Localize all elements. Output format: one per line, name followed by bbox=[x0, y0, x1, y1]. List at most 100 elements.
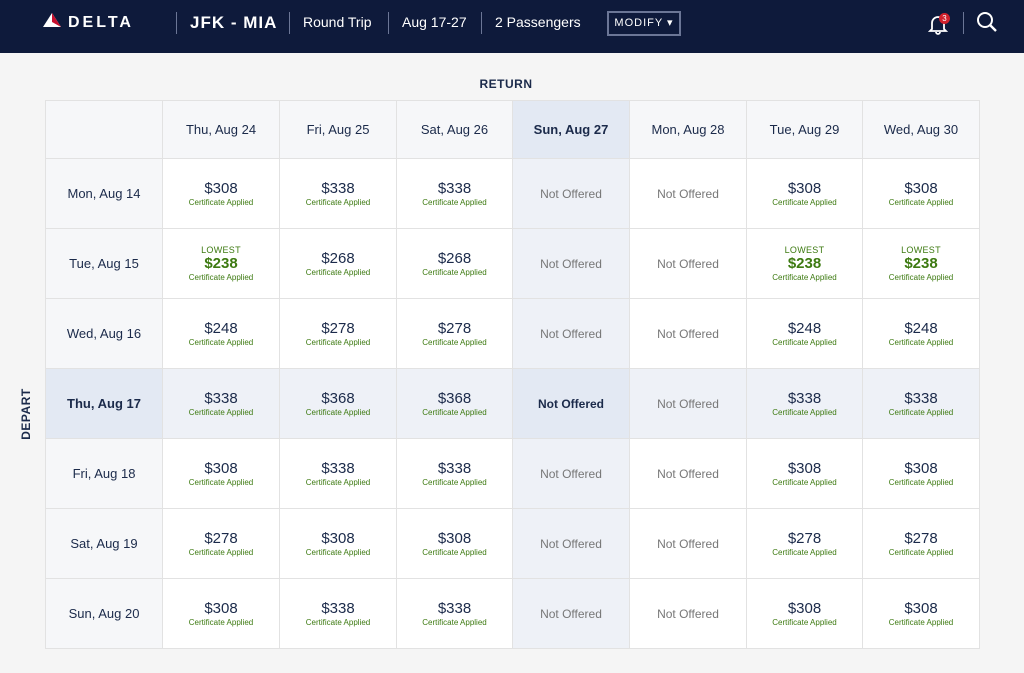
price[interactable]: $278 bbox=[904, 530, 938, 547]
price[interactable]: $338 bbox=[904, 390, 938, 407]
fare-cell[interactable]: $248 Certificate Applied bbox=[162, 298, 280, 369]
price[interactable]: $278 bbox=[787, 530, 822, 547]
fare-cell[interactable]: LOWEST $238 Certificate Applied bbox=[746, 228, 863, 299]
price[interactable]: $238 bbox=[904, 255, 938, 272]
price[interactable]: $338 bbox=[321, 460, 355, 477]
fare-cell[interactable]: $268 Certificate Applied bbox=[396, 228, 513, 299]
price[interactable]: $278 bbox=[437, 320, 472, 337]
price[interactable]: $248 bbox=[787, 320, 822, 337]
depart-date[interactable]: Wed, Aug 16 bbox=[45, 298, 163, 369]
fare-cell[interactable]: $278 Certificate Applied bbox=[279, 298, 397, 369]
fare-cell[interactable]: $308 Certificate Applied bbox=[862, 438, 980, 509]
price[interactable]: $268 bbox=[437, 250, 472, 267]
price[interactable]: $338 bbox=[437, 600, 472, 617]
fare-cell[interactable]: $278 Certificate Applied bbox=[162, 508, 280, 579]
return-date[interactable]: Mon, Aug 28 bbox=[629, 100, 747, 159]
depart-date[interactable]: Sat, Aug 19 bbox=[45, 508, 163, 579]
price[interactable]: $338 bbox=[204, 390, 238, 407]
fare-cell[interactable]: $338 Certificate Applied bbox=[396, 158, 513, 229]
return-date[interactable]: Wed, Aug 30 bbox=[862, 100, 980, 159]
fare-cell[interactable]: $368 Certificate Applied bbox=[279, 368, 397, 439]
price[interactable]: $248 bbox=[904, 320, 938, 337]
price[interactable]: $338 bbox=[437, 460, 472, 477]
fare-cell[interactable]: $308 Certificate Applied bbox=[746, 578, 863, 649]
price[interactable]: $238 bbox=[787, 255, 822, 272]
price[interactable]: $248 bbox=[204, 320, 238, 337]
price[interactable]: $338 bbox=[321, 180, 355, 197]
price[interactable]: $338 bbox=[321, 600, 355, 617]
price[interactable]: $308 bbox=[904, 180, 938, 197]
brand[interactable]: DELTA bbox=[68, 14, 134, 31]
price[interactable]: $368 bbox=[437, 390, 472, 407]
certificate-note: Certificate Applied bbox=[305, 198, 371, 207]
fare-cell[interactable]: $338 Certificate Applied bbox=[279, 578, 397, 649]
return-date[interactable]: Sun, Aug 27 bbox=[512, 100, 630, 159]
fare-cell[interactable]: $338 Certificate Applied bbox=[746, 368, 863, 439]
search-icon[interactable] bbox=[976, 11, 998, 33]
certificate-note: Certificate Applied bbox=[772, 548, 837, 557]
certificate-note: Certificate Applied bbox=[888, 338, 954, 347]
price[interactable]: $308 bbox=[204, 600, 238, 617]
fare-cell[interactable]: $308 Certificate Applied bbox=[396, 508, 513, 579]
price[interactable]: $338 bbox=[787, 390, 822, 407]
certificate-note: Certificate Applied bbox=[305, 408, 371, 417]
price[interactable]: $308 bbox=[904, 600, 938, 617]
fare-cell[interactable]: $268 Certificate Applied bbox=[279, 228, 397, 299]
return-date[interactable]: Fri, Aug 25 bbox=[279, 100, 397, 159]
certificate-note: Certificate Applied bbox=[772, 198, 837, 207]
fare-cell[interactable]: $248 Certificate Applied bbox=[746, 298, 863, 369]
depart-date[interactable]: Sun, Aug 20 bbox=[45, 578, 163, 649]
fare-cell[interactable]: $338 Certificate Applied bbox=[162, 368, 280, 439]
return-date[interactable]: Thu, Aug 24 bbox=[162, 100, 280, 159]
fare-cell[interactable]: $308 Certificate Applied bbox=[162, 578, 280, 649]
corner-cell bbox=[45, 100, 163, 159]
notification-badge[interactable]: 3 bbox=[939, 13, 950, 24]
fare-cell: Not Offered bbox=[629, 368, 747, 439]
return-date[interactable]: Tue, Aug 29 bbox=[746, 100, 863, 159]
price[interactable]: $308 bbox=[321, 530, 355, 547]
fare-cell[interactable]: $368 Certificate Applied bbox=[396, 368, 513, 439]
fare-cell[interactable]: $308 Certificate Applied bbox=[746, 158, 863, 229]
price[interactable]: $308 bbox=[904, 460, 938, 477]
return-date[interactable]: Sat, Aug 26 bbox=[396, 100, 513, 159]
price[interactable]: $268 bbox=[321, 250, 355, 267]
fare-cell[interactable]: $338 Certificate Applied bbox=[396, 578, 513, 649]
fare-cell[interactable]: $308 Certificate Applied bbox=[162, 438, 280, 509]
price[interactable]: $338 bbox=[437, 180, 472, 197]
fare-cell[interactable]: $338 Certificate Applied bbox=[396, 438, 513, 509]
fare-cell[interactable]: $338 Certificate Applied bbox=[279, 438, 397, 509]
fare-cell[interactable]: $278 Certificate Applied bbox=[746, 508, 863, 579]
price[interactable]: $308 bbox=[204, 180, 238, 197]
fare-cell[interactable]: LOWEST $238 Certificate Applied bbox=[162, 228, 280, 299]
fare-cell[interactable]: $308 Certificate Applied bbox=[279, 508, 397, 579]
depart-date[interactable]: Mon, Aug 14 bbox=[45, 158, 163, 229]
price[interactable]: $278 bbox=[321, 320, 355, 337]
fare-cell[interactable]: $248 Certificate Applied bbox=[862, 298, 980, 369]
depart-date[interactable]: Tue, Aug 15 bbox=[45, 228, 163, 299]
fare-cell[interactable]: $278 Certificate Applied bbox=[862, 508, 980, 579]
fare-cell[interactable]: $308 Certificate Applied bbox=[162, 158, 280, 229]
modify-label[interactable]: MODIFY bbox=[614, 17, 663, 29]
lowest-label: LOWEST bbox=[201, 245, 241, 255]
price[interactable]: $368 bbox=[321, 390, 355, 407]
price[interactable]: $308 bbox=[204, 460, 238, 477]
status: Not Offered bbox=[657, 326, 719, 341]
fare-cell[interactable]: $338 Certificate Applied bbox=[862, 368, 980, 439]
fare-row: Mon, Aug 14 $308 Certificate Applied $338 Ce… bbox=[45, 158, 980, 229]
price[interactable]: $308 bbox=[787, 460, 822, 477]
status: Not Offered bbox=[657, 606, 719, 621]
fare-cell[interactable]: $308 Certificate Applied bbox=[862, 158, 980, 229]
depart-date[interactable]: Fri, Aug 18 bbox=[45, 438, 163, 509]
price[interactable]: $278 bbox=[204, 530, 238, 547]
modify-button[interactable]: MODIFY ▾ bbox=[607, 11, 681, 36]
fare-cell[interactable]: $308 Certificate Applied bbox=[746, 438, 863, 509]
depart-date[interactable]: Thu, Aug 17 bbox=[45, 368, 163, 439]
price[interactable]: $238 bbox=[204, 255, 238, 272]
price[interactable]: $308 bbox=[787, 600, 822, 617]
fare-cell[interactable]: $278 Certificate Applied bbox=[396, 298, 513, 369]
fare-cell[interactable]: $338 Certificate Applied bbox=[279, 158, 397, 229]
fare-cell[interactable]: LOWEST $238 Certificate Applied bbox=[862, 228, 980, 299]
price[interactable]: $308 bbox=[787, 180, 822, 197]
price[interactable]: $308 bbox=[437, 530, 472, 547]
fare-cell[interactable]: $308 Certificate Applied bbox=[862, 578, 980, 649]
